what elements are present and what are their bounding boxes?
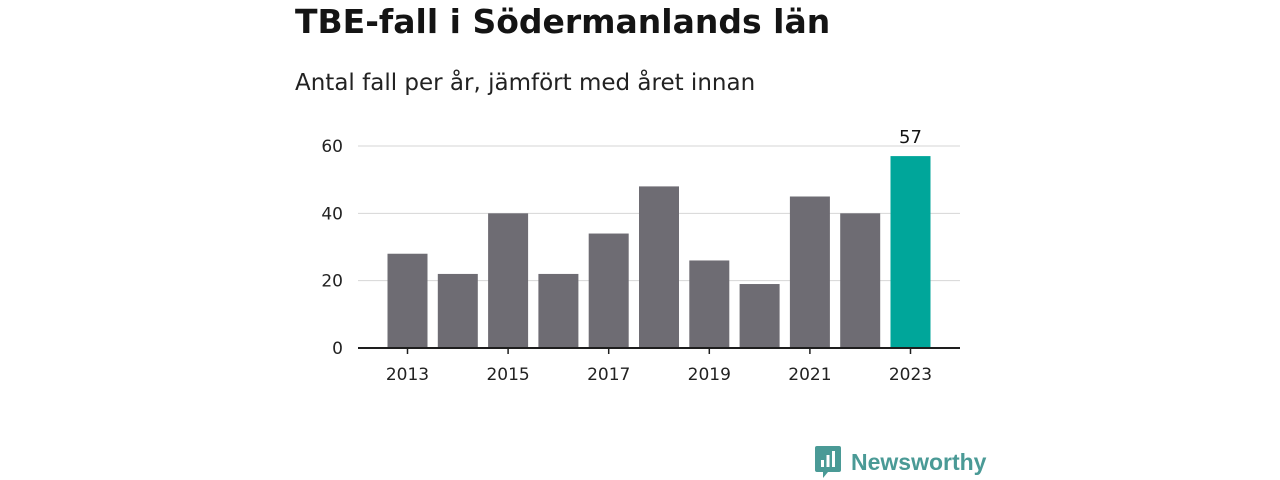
brand-logo: Newsworthy: [814, 445, 986, 479]
bar-2017: [588, 233, 629, 348]
chart-subtitle: Antal fall per år, jämfört med året inna…: [295, 70, 756, 96]
bars: [387, 156, 931, 348]
newsworthy-logo-icon: [815, 446, 841, 478]
bar-2013: [387, 253, 428, 348]
x-tick-label: 2017: [587, 365, 630, 385]
data-label-2023: 57: [899, 127, 922, 148]
brand-name: Newsworthy: [851, 448, 987, 475]
bar-2015: [488, 213, 529, 348]
bar-2014: [437, 273, 478, 348]
y-tick-label: 60: [321, 137, 343, 157]
y-tick-label: 20: [321, 272, 343, 292]
bar-2021: [789, 196, 830, 348]
labels: 0 20 40 60 2013 2015 2017 2019 2021 2023 57: [321, 127, 932, 385]
bar-2022: [840, 213, 881, 348]
x-tick-label: 2019: [688, 365, 731, 385]
chart-title: TBE-fall i Södermanlands län: [295, 2, 831, 41]
y-tick-label: 0: [332, 339, 343, 359]
axes: [358, 347, 960, 354]
x-tick-label: 2023: [889, 365, 932, 385]
x-tick-label: 2021: [788, 365, 831, 385]
bar-2020: [739, 284, 780, 348]
bar-2023: [890, 156, 931, 348]
y-tick-label: 40: [321, 204, 343, 224]
x-tick-label: 2013: [386, 365, 429, 385]
x-tick-label: 2015: [486, 365, 529, 385]
bar-2019: [689, 260, 730, 348]
bar-2018: [639, 186, 679, 348]
bar-2016: [538, 273, 579, 348]
